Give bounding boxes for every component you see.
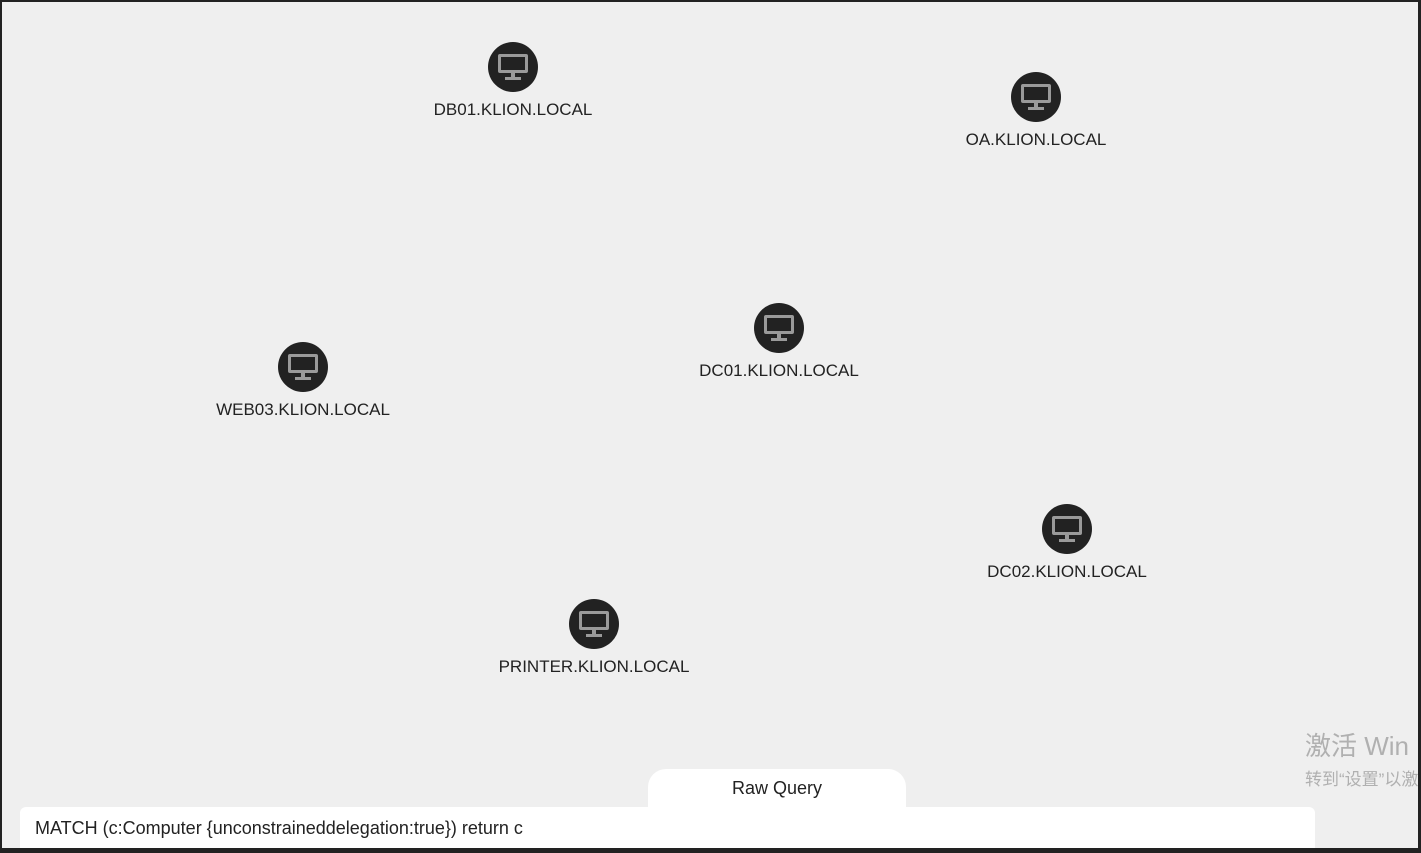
monitor-icon (488, 42, 538, 92)
raw-query-input[interactable] (20, 807, 1315, 848)
graph-node-computer[interactable]: DC01.KLION.LOCAL (659, 303, 899, 381)
graph-node-computer[interactable]: PRINTER.KLION.LOCAL (474, 599, 714, 677)
monitor-icon (1011, 72, 1061, 122)
node-label: PRINTER.KLION.LOCAL (498, 657, 690, 676)
node-label: DC01.KLION.LOCAL (699, 361, 859, 380)
node-label: DC02.KLION.LOCAL (987, 562, 1147, 581)
graph-node-computer[interactable]: DC02.KLION.LOCAL (947, 504, 1187, 582)
monitor-icon (1042, 504, 1092, 554)
graph-node-computer[interactable]: OA.KLION.LOCAL (916, 72, 1156, 150)
monitor-icon (569, 599, 619, 649)
monitor-icon (278, 342, 328, 392)
graph-node-computer[interactable]: WEB03.KLION.LOCAL (183, 342, 423, 420)
graph-node-computer[interactable]: DB01.KLION.LOCAL (393, 42, 633, 120)
node-label: OA.KLION.LOCAL (965, 130, 1107, 149)
raw-query-tab[interactable]: Raw Query (648, 769, 906, 809)
windows-activation-watermark: 激活 Win 转到“设置”以激 (1305, 726, 1418, 790)
monitor-icon (754, 303, 804, 353)
node-label: WEB03.KLION.LOCAL (216, 400, 390, 419)
watermark-line-1: 激活 Win (1305, 731, 1410, 761)
node-label: DB01.KLION.LOCAL (433, 100, 593, 119)
watermark-line-2: 转到“设置”以激 (1305, 770, 1418, 789)
